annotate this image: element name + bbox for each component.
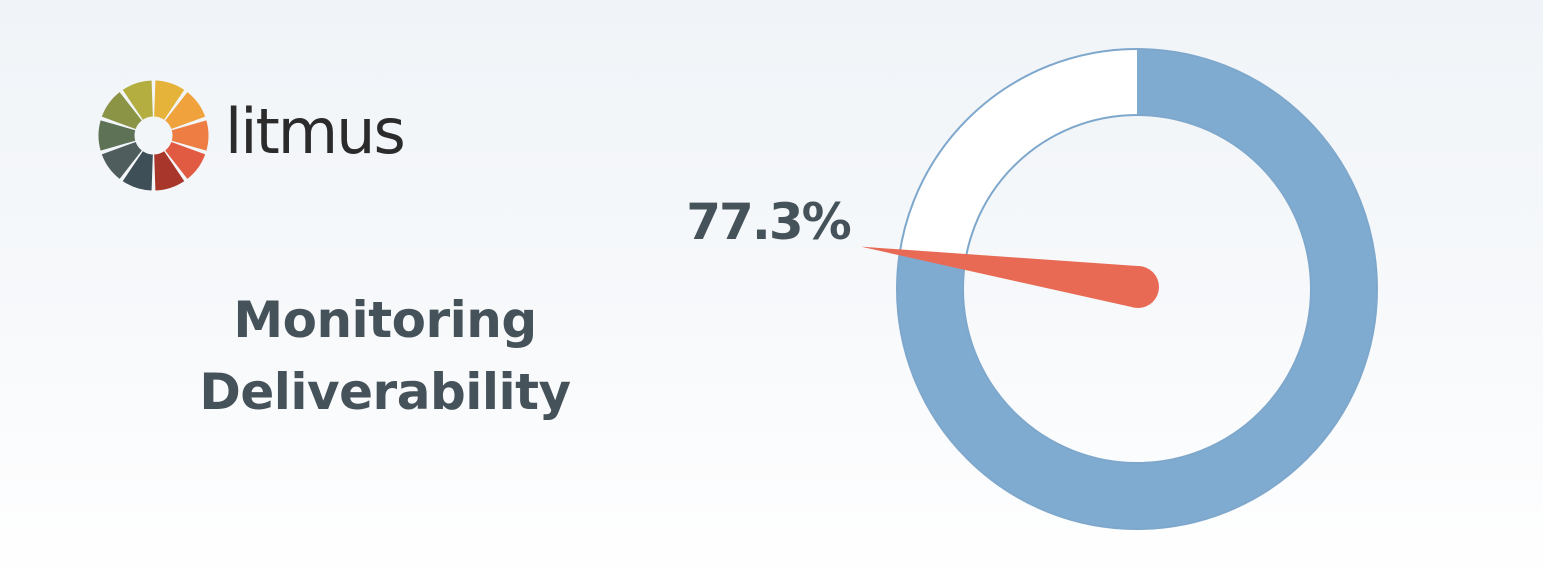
logo-segment <box>165 92 206 129</box>
needle <box>860 246 1142 308</box>
logo-segment <box>165 142 206 179</box>
ring-inner-edge <box>962 114 1312 464</box>
litmus-wheel-icon <box>98 80 209 191</box>
ring-outer-edge <box>896 48 1378 530</box>
logo-segment <box>122 80 153 120</box>
headline: Monitoring Deliverability <box>190 284 580 428</box>
logo-segment <box>154 80 185 120</box>
logo-segment <box>101 92 142 129</box>
needle-hub <box>1117 266 1159 308</box>
headline-line-2: Deliverability <box>199 363 571 421</box>
logo-segment <box>101 142 142 179</box>
brand-name: litmus <box>225 95 406 168</box>
logo-segment <box>171 120 209 151</box>
logo-segment <box>122 151 153 191</box>
percentage-label: 77.3% <box>686 193 850 251</box>
headline-line-1: Monitoring <box>233 291 537 349</box>
litmus-logo: litmus <box>98 80 406 191</box>
logo-segment <box>154 151 185 191</box>
logo-segment <box>98 120 136 151</box>
